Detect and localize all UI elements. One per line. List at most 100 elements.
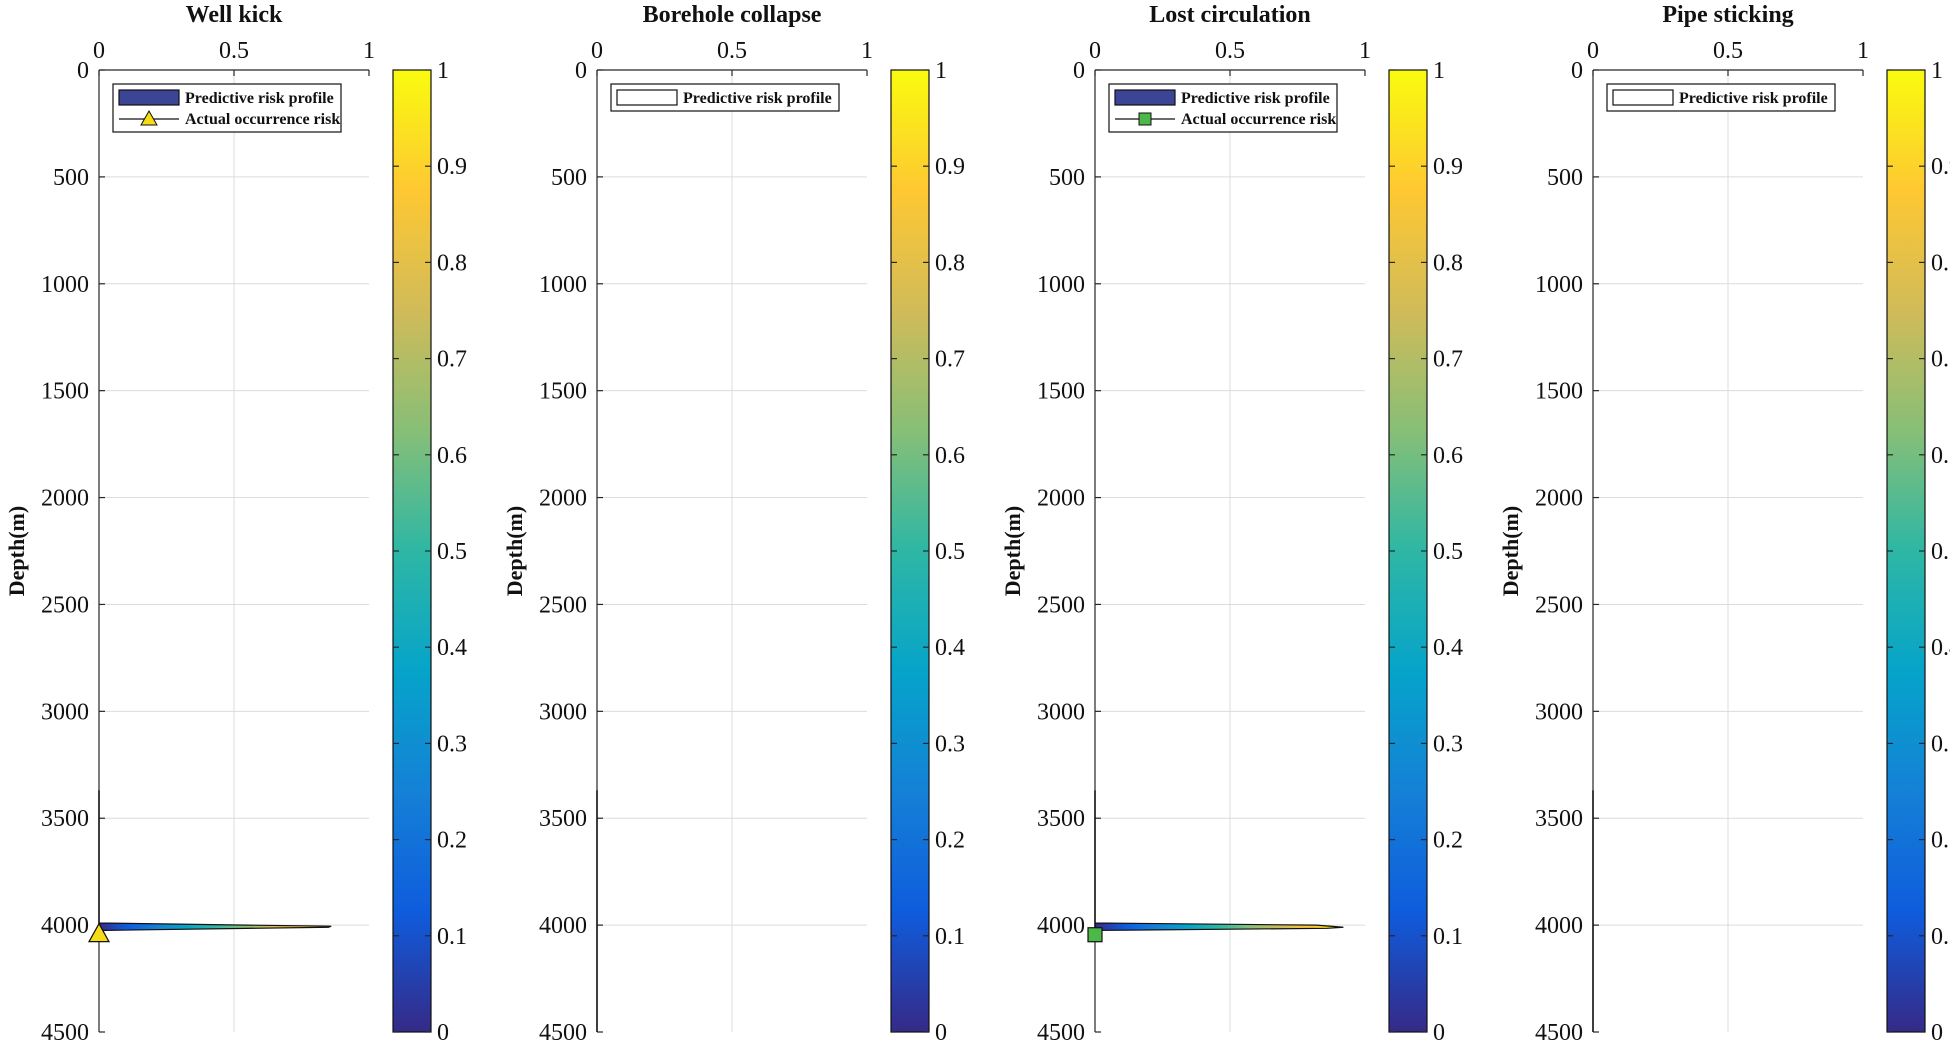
x-tick-label: 0.5: [1215, 38, 1245, 64]
x-tick-label: 0.5: [717, 38, 747, 64]
legend-label: Predictive risk profile: [683, 90, 832, 107]
colorbar-tick-label: 0.3: [935, 731, 965, 757]
colorbar-tick-label: 0.2: [935, 828, 965, 854]
colorbar-tick-label: 0.3: [437, 731, 467, 757]
colorbar-tick-label: 0.6: [1433, 443, 1463, 469]
colorbar-tick-label: 0.9: [935, 154, 965, 180]
y-tick-label: 4500: [539, 1020, 587, 1042]
panel-borehole-collapse: Borehole collapse 0 0.5 1 0 500 1000 1500 2000 25…: [502, 2, 965, 1042]
y-tick-label: 4000: [1535, 913, 1583, 939]
colorbar: [890, 69, 930, 1033]
colorbar-tick-label: 0.6: [935, 443, 965, 469]
y-axis-label: Depth(m): [4, 506, 29, 596]
y-tick-label: 500: [1547, 165, 1583, 191]
colorbar-tick-label: 1: [437, 58, 449, 84]
chart-title: Well kick: [186, 2, 283, 28]
y-tick-label: 2000: [539, 486, 587, 512]
y-tick-label: 500: [53, 165, 89, 191]
colorbar-tick-label: 0.4: [935, 635, 965, 661]
colorbar-tick-label: 0.7: [1931, 347, 1950, 373]
legend-patch-swatch: [118, 89, 180, 106]
chart-title: Pipe sticking: [1662, 2, 1793, 28]
y-tick-label: 2500: [41, 592, 89, 618]
y-tick-label: 0: [77, 58, 89, 84]
x-tick-label: 1: [1359, 38, 1371, 64]
colorbar-tick-label: 0.8: [437, 250, 467, 276]
x-tick-label: 0: [1587, 38, 1599, 64]
legend-patch-swatch: [1612, 89, 1674, 106]
colorbar-tick-label: 0.8: [935, 250, 965, 276]
colorbar-tick-label: 0.1: [437, 924, 467, 950]
colorbar-tick-label: 0.2: [1931, 828, 1950, 854]
chart-title: Borehole collapse: [643, 2, 822, 28]
colorbar-tick-label: 0.1: [1433, 924, 1463, 950]
y-tick-label: 1500: [1535, 379, 1583, 405]
y-tick-label: 500: [551, 165, 587, 191]
y-tick-label: 4000: [1037, 913, 1085, 939]
y-tick-label: 1000: [1535, 272, 1583, 298]
x-tick-label: 0.5: [1713, 38, 1743, 64]
y-tick-label: 1500: [41, 379, 89, 405]
legend-label: Predictive risk profile: [185, 90, 334, 107]
y-tick-label: 2000: [41, 486, 89, 512]
y-tick-label: 3000: [539, 699, 587, 725]
y-tick-label: 3500: [1037, 806, 1085, 832]
x-tick-label: 1: [363, 38, 375, 64]
colorbar-tick-label: 0.8: [1433, 250, 1463, 276]
y-tick-label: 3500: [1535, 806, 1583, 832]
panel-well-kick: Well kick 0 0.5 1 0 500 1000 1500 2000 2500 3000 35…: [4, 2, 467, 1042]
legend-patch-swatch: [616, 89, 678, 106]
colorbar-tick-label: 0.2: [1433, 828, 1463, 854]
y-tick-label: 3500: [539, 806, 587, 832]
legend-label: Actual occurrence risk: [1181, 111, 1336, 128]
x-tick-label: 0: [591, 38, 603, 64]
colorbar-tick-label: 0.1: [935, 924, 965, 950]
legend-patch-swatch: [1114, 89, 1176, 106]
x-tick-label: 0: [93, 38, 105, 64]
y-tick-label: 0: [1073, 58, 1085, 84]
y-tick-label: 2000: [1535, 486, 1583, 512]
y-tick-label: 2500: [1037, 592, 1085, 618]
colorbar-tick-label: 0.1: [1931, 924, 1950, 950]
y-tick-label: 1000: [41, 272, 89, 298]
colorbar-tick-label: 0.5: [1433, 539, 1463, 565]
colorbar-tick-label: 0: [1931, 1020, 1943, 1042]
x-tick-label: 0: [1089, 38, 1101, 64]
colorbar-tick-label: 0.7: [437, 347, 467, 373]
colorbar-tick-label: 0.5: [1931, 539, 1950, 565]
legend-label: Predictive risk profile: [1679, 90, 1828, 107]
colorbar-tick-label: 0.4: [1931, 635, 1950, 661]
y-tick-label: 4000: [539, 913, 587, 939]
y-tick-label: 4000: [41, 913, 89, 939]
colorbar-tick-label: 1: [1931, 58, 1943, 84]
colorbar-tick-label: 0.9: [437, 154, 467, 180]
actual-risk-marker: [1087, 927, 1103, 943]
colorbar-tick-label: 1: [1433, 58, 1445, 84]
x-tick-label: 0.5: [219, 38, 249, 64]
colorbar-tick-label: 0.5: [437, 539, 467, 565]
colorbar-tick-label: 0.8: [1931, 250, 1950, 276]
y-tick-label: 1000: [539, 272, 587, 298]
y-tick-label: 3500: [41, 806, 89, 832]
x-tick-label: 1: [861, 38, 873, 64]
y-tick-label: 4500: [1535, 1020, 1583, 1042]
legend-label: Predictive risk profile: [1181, 90, 1330, 107]
colorbar: [1388, 69, 1428, 1033]
y-tick-label: 2000: [1037, 486, 1085, 512]
colorbar-tick-label: 0.7: [1433, 347, 1463, 373]
colorbar-tick-label: 1: [935, 58, 947, 84]
y-tick-label: 2500: [539, 592, 587, 618]
y-tick-label: 3000: [41, 699, 89, 725]
colorbar-tick-label: 0.5: [935, 539, 965, 565]
y-tick-label: 3000: [1535, 699, 1583, 725]
y-axis-label: Depth(m): [1498, 506, 1523, 596]
colorbar-tick-label: 0.9: [1931, 154, 1950, 180]
panel-lost-circulation: Lost circulation 0 0.5 1 0 500 1000 1500 2000 250…: [1000, 2, 1463, 1042]
y-tick-label: 4500: [1037, 1020, 1085, 1042]
actual-risk-marker: [87, 922, 111, 943]
colorbar-tick-label: 0.4: [1433, 635, 1463, 661]
colorbar-tick-label: 0: [1433, 1020, 1445, 1042]
risk-profile-area: [1094, 790, 1344, 932]
y-axis-label: Depth(m): [1000, 506, 1025, 596]
